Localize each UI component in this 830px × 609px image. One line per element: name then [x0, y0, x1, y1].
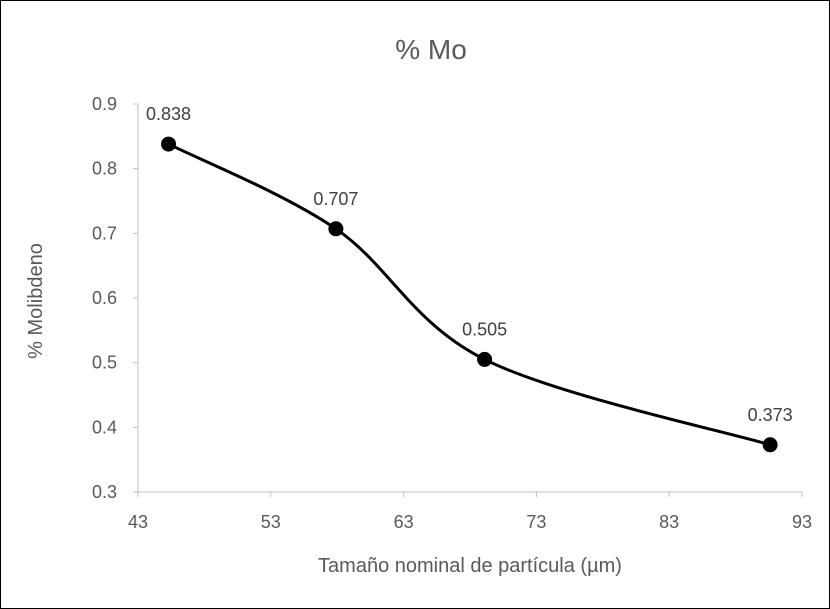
x-tick-label: 63	[394, 512, 414, 532]
chart-title: % Mo	[395, 34, 467, 65]
x-tick-label: 73	[526, 512, 546, 532]
data-label: 0.707	[313, 189, 358, 209]
data-point	[161, 136, 177, 152]
x-tick-label: 43	[128, 512, 148, 532]
y-tick-label: 0.8	[92, 159, 117, 179]
y-tick-label: 0.3	[92, 482, 117, 502]
y-axis-label: % Molibdeno	[25, 243, 47, 359]
series-group: 0.838 0.707 0.505 0.373	[146, 104, 793, 453]
data-point	[477, 351, 493, 367]
data-label: 0.838	[146, 104, 191, 124]
data-point	[762, 437, 778, 453]
y-tick-label: 0.6	[92, 288, 117, 308]
series-line	[167, 142, 772, 447]
x-tick-label: 53	[261, 512, 281, 532]
x-tick-label: 93	[792, 512, 812, 532]
data-point	[328, 221, 344, 237]
data-label: 0.373	[748, 405, 793, 425]
x-axis-label: Tamaño nominal de partícula (µm)	[318, 555, 622, 577]
y-tick-label: 0.5	[92, 353, 117, 373]
data-label: 0.505	[462, 319, 507, 339]
y-tick-label: 0.4	[92, 417, 117, 437]
x-tick-label: 83	[659, 512, 679, 532]
y-tick-label: 0.9	[92, 94, 117, 114]
y-tick-label: 0.7	[92, 223, 117, 243]
tick-labels: 0.3 0.4 0.5 0.6 0.7 0.8 0.9 43 53 63 73 83 93	[92, 94, 812, 532]
axes	[133, 103, 803, 497]
